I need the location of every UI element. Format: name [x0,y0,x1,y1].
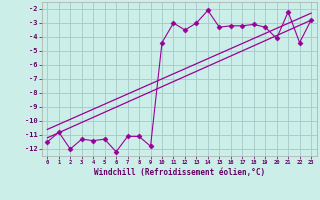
X-axis label: Windchill (Refroidissement éolien,°C): Windchill (Refroidissement éolien,°C) [94,168,265,177]
